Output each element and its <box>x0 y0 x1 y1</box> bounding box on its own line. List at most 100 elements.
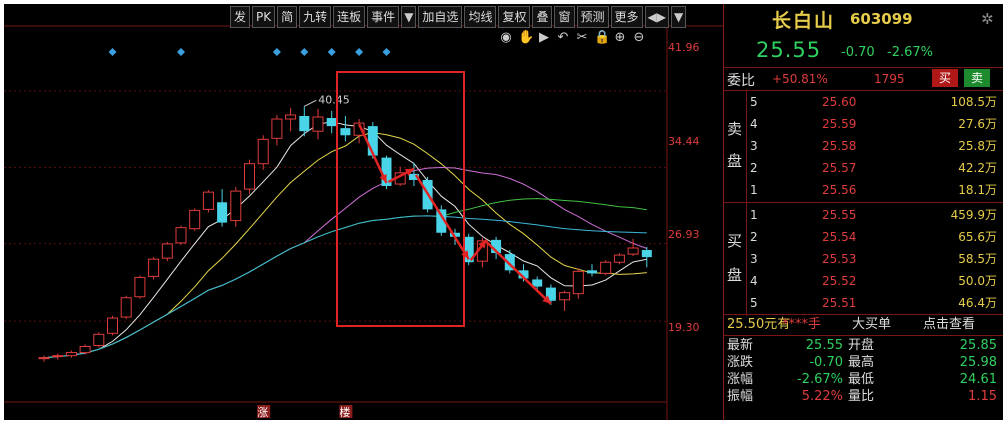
toolbar-button[interactable]: 复权 <box>498 6 531 28</box>
divider <box>724 67 1003 68</box>
lock-icon[interactable]: 🔒 <box>594 30 611 45</box>
order-book-row[interactable]: 3 25.53 58.5万 <box>724 248 1003 270</box>
buy-order-button[interactable]: 买 <box>932 69 958 87</box>
order-book-row[interactable]: 1 25.55 459.9万 <box>724 204 1003 226</box>
quote-panel: 长白山 603099 ✲ 25.55 -0.70 -2.67% 委比 +50.8… <box>724 4 1003 420</box>
big-order-bar[interactable]: 25.50元有 ****手 大买单 点击查看 <box>724 315 1003 335</box>
order-book-volume: 46.4万 <box>958 296 997 310</box>
candle-body <box>79 345 91 354</box>
stock-code: 603099 <box>850 10 913 28</box>
divider <box>724 90 1003 91</box>
price-level-label: 41.96 <box>668 41 700 54</box>
candle-body <box>627 247 639 255</box>
toolbar-button[interactable]: ▼ <box>671 6 687 28</box>
order-book-volume: 50.0万 <box>958 274 997 288</box>
undo-icon[interactable]: ↶ <box>557 30 569 45</box>
order-book-row[interactable]: 2 25.54 65.6万 <box>724 226 1003 248</box>
toolbar-button[interactable]: ◀▶ <box>644 6 669 28</box>
order-book-level: 1 <box>750 208 758 222</box>
order-book-price: 25.52 <box>822 274 857 288</box>
order-book-row[interactable]: 4 25.52 50.0万 <box>724 270 1003 292</box>
toolbar-button[interactable]: 预测 <box>576 6 609 28</box>
toolbar-button[interactable]: 更多 <box>610 6 643 28</box>
event-marker-bg <box>257 405 271 418</box>
order-book-row[interactable]: 2 25.57 42.2万 <box>724 157 1003 179</box>
order-book-volume: 65.6万 <box>958 230 997 244</box>
candle-body <box>257 138 269 165</box>
candle-body <box>491 239 502 254</box>
price-level-label: 19.30 <box>668 321 700 334</box>
candle-body <box>367 126 378 156</box>
candle-body <box>587 270 597 274</box>
quote-value: -0.70 <box>809 355 843 370</box>
candlestick-chart[interactable]: 40.45 涨 楼 <box>4 4 723 420</box>
order-book-row[interactable]: 5 25.51 46.4万 <box>724 292 1003 314</box>
toolbar-button[interactable]: 窗 <box>554 6 575 28</box>
diamond-marker <box>108 48 117 56</box>
toolbar-button[interactable]: ▼ <box>401 6 417 28</box>
toolbar-button[interactable]: 九转 <box>299 6 332 28</box>
toolbar-button[interactable]: 加自选 <box>418 6 463 28</box>
candle-body <box>518 270 529 279</box>
hand-icon[interactable]: ✋ <box>518 30 535 45</box>
toolbar-button[interactable]: 事件 <box>367 6 400 28</box>
quote-label: 量比 <box>848 389 875 404</box>
big-order-price: 25.50元有 <box>727 317 791 332</box>
order-book-level: 5 <box>750 95 758 109</box>
stock-name: 长白山 <box>772 10 836 32</box>
order-book-level: 4 <box>750 274 758 288</box>
candle-body <box>381 157 392 187</box>
toolbar-button[interactable]: PK <box>252 6 276 28</box>
candle-body <box>504 254 515 271</box>
toolbar-button[interactable]: 发 <box>230 6 251 28</box>
order-book-price: 25.55 <box>822 208 857 222</box>
order-book-level: 2 <box>750 161 758 175</box>
trend-arrowhead <box>461 250 469 260</box>
quote-label: 最新 <box>727 338 754 353</box>
big-order-check-link[interactable]: 点击查看 <box>923 317 976 332</box>
candle-body <box>52 355 64 358</box>
zoom-out-icon[interactable]: ⊖ <box>633 30 645 45</box>
order-book-price: 25.60 <box>822 95 857 109</box>
sell-order-button[interactable]: 卖 <box>964 69 990 87</box>
ma60-line <box>43 215 647 359</box>
quote-label: 最低 <box>848 372 875 387</box>
toolbar-button[interactable]: 叠 <box>532 6 553 28</box>
order-book-row[interactable]: 1 25.56 18.1万 <box>724 179 1003 201</box>
candle-body <box>641 250 652 258</box>
event-marker: 楼 <box>339 405 350 419</box>
big-order-label: 大买单 <box>852 317 892 332</box>
diamond-marker <box>382 48 391 56</box>
gear-icon[interactable]: ✲ <box>981 10 994 28</box>
diamond-marker <box>177 48 185 56</box>
toolbar-button[interactable]: 均线 <box>464 6 497 28</box>
order-book-row[interactable]: 4 25.59 27.6万 <box>724 113 1003 135</box>
quote-value: 1.15 <box>968 389 997 404</box>
order-book-row[interactable]: 3 25.58 25.8万 <box>724 135 1003 157</box>
zoom-in-icon[interactable]: ⊕ <box>614 30 626 45</box>
highlight-box <box>336 71 465 327</box>
eye-icon[interactable]: ◉ <box>500 30 512 45</box>
quote-label: 开盘 <box>848 338 875 353</box>
candle-body <box>271 118 283 139</box>
diamond-marker <box>272 48 281 56</box>
candle-body <box>340 128 351 136</box>
candle-body <box>161 243 173 259</box>
candle-body <box>38 357 50 360</box>
trend-arrow <box>357 123 388 184</box>
candle-body <box>217 202 228 223</box>
order-book-row[interactable]: 5 25.60 108.5万 <box>724 91 1003 113</box>
trend-arrowhead <box>404 168 414 176</box>
toolbar-button[interactable]: 连板 <box>333 6 366 28</box>
candle-body <box>613 254 625 263</box>
toolbar-button[interactable]: 简 <box>277 6 298 28</box>
order-book-price: 25.51 <box>822 296 857 310</box>
trend-arrowhead <box>379 173 387 183</box>
quote-value: 24.61 <box>959 372 997 387</box>
quote-row: 涨跌 -0.70 最高 25.98 <box>724 354 1003 371</box>
play-icon[interactable]: ▶ <box>539 30 549 45</box>
trend-arrowhead <box>542 295 551 304</box>
scissors-icon[interactable]: ✂ <box>576 30 588 45</box>
candle-body <box>545 287 556 301</box>
stock-terminal-window: 40.45 涨楼 发 PK 简九转 连板 事件 ▼ 加自选 均线 复权叠窗预测 更多 ◀▶ ▼ ◉ ✋ ▶ ↶… <box>4 4 1003 420</box>
